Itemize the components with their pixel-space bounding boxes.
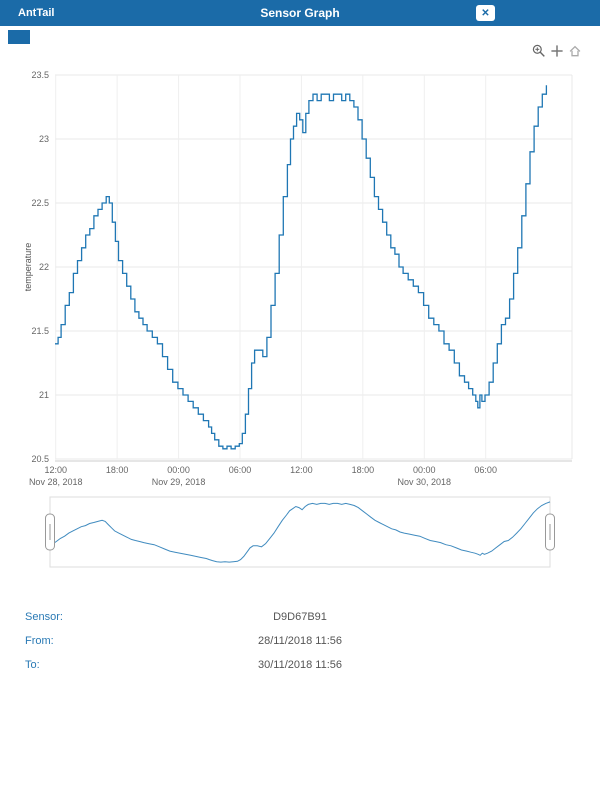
svg-text:20.5: 20.5 (31, 454, 49, 464)
svg-text:06:00: 06:00 (229, 465, 252, 475)
sensor-row: Sensor: D9D67B91 (0, 606, 600, 630)
svg-text:21.5: 21.5 (31, 326, 49, 336)
svg-text:00:00: 00:00 (413, 465, 436, 475)
svg-text:Nov 28, 2018: Nov 28, 2018 (29, 477, 83, 487)
temperature-series-line (55, 85, 548, 450)
svg-text:18:00: 18:00 (106, 465, 129, 475)
chart-toolbar (532, 44, 582, 58)
svg-text:18:00: 18:00 (352, 465, 375, 475)
navigator-series-line (49, 501, 551, 563)
to-row: To: 30/11/2018 11:56 (0, 654, 600, 678)
zoom-in-icon[interactable] (532, 44, 546, 58)
to-value: 30/11/2018 11:56 (257, 659, 342, 671)
svg-text:Nov 29, 2018: Nov 29, 2018 (152, 477, 206, 487)
svg-text:22: 22 (39, 262, 49, 272)
sensor-temperature-chart[interactable]: 20.5 21 21.5 22 22.5 23 23.5 12:00 Nov 28, 2018 1… (0, 40, 600, 585)
svg-text:23.5: 23.5 (31, 70, 49, 80)
pan-icon[interactable] (550, 44, 564, 58)
svg-text:12:00: 12:00 (290, 465, 313, 475)
svg-text:21: 21 (39, 390, 49, 400)
info-panel: Sensor: D9D67B91 From: 28/11/2018 11:56 … (0, 606, 600, 678)
from-row: From: 28/11/2018 11:56 (0, 630, 600, 654)
sensor-label: Sensor: (25, 611, 63, 623)
from-label: From: (25, 635, 54, 647)
to-label: To: (25, 659, 40, 671)
home-reset-icon[interactable] (568, 44, 582, 58)
brand-logo: AntTail (18, 7, 55, 19)
sensor-value: D9D67B91 (273, 611, 327, 623)
svg-text:06:00: 06:00 (474, 465, 497, 475)
navigator-frame[interactable] (49, 496, 551, 568)
svg-text:22.5: 22.5 (31, 198, 49, 208)
menu-button[interactable] (8, 30, 30, 44)
page-title: Sensor Graph (260, 6, 340, 20)
svg-text:00:00: 00:00 (167, 465, 190, 475)
from-value: 28/11/2018 11:56 (257, 635, 342, 647)
svg-text:Nov 30, 2018: Nov 30, 2018 (397, 477, 451, 487)
close-button[interactable]: ✕ (476, 5, 495, 21)
svg-text:23: 23 (39, 134, 49, 144)
app-header: AntTail Sensor Graph (0, 0, 600, 26)
y-axis-title: temperature (23, 243, 33, 292)
svg-text:12:00: 12:00 (44, 465, 67, 475)
